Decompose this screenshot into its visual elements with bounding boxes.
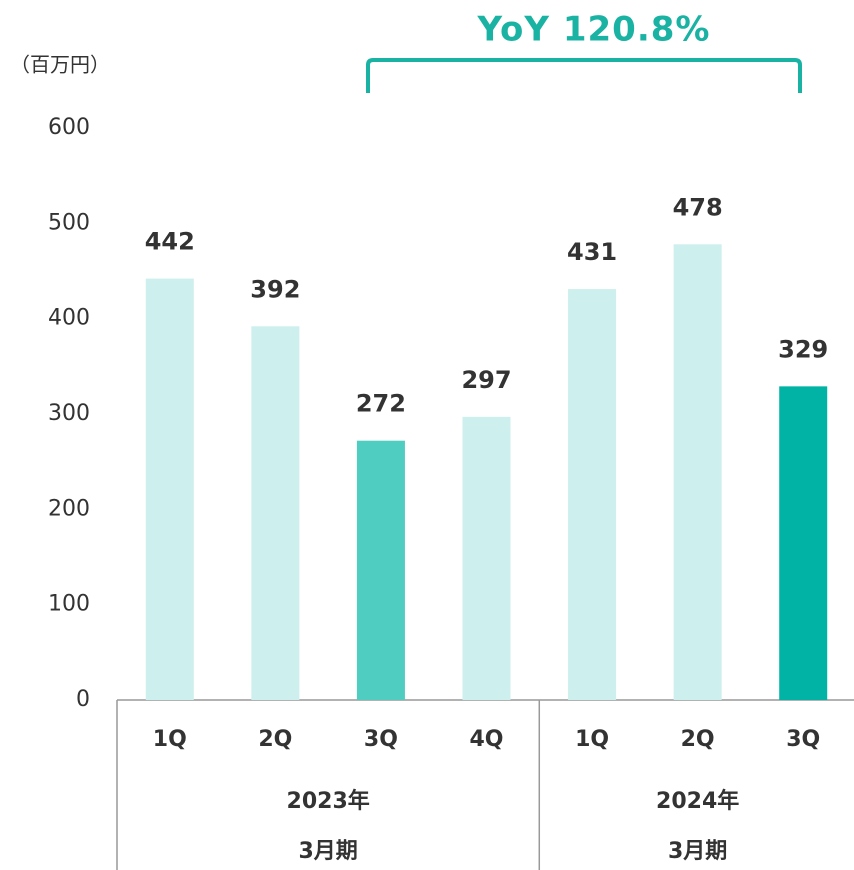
value-label: 272 <box>356 390 406 418</box>
x-tick-label: 3Q <box>786 727 820 752</box>
bar <box>145 278 194 700</box>
y-tick-label: 300 <box>48 401 90 426</box>
group-label: 2023年 <box>287 788 370 814</box>
group-label: 3月期 <box>668 839 727 864</box>
value-label: 392 <box>250 275 300 303</box>
value-label: 329 <box>778 335 828 363</box>
bracket <box>366 58 802 93</box>
yoy-annotation: YoY 120.8% <box>477 10 711 50</box>
y-tick-label: 200 <box>48 496 90 521</box>
value-label: 442 <box>145 228 195 256</box>
y-tick-label: 100 <box>48 592 90 617</box>
x-tick-label: 1Q <box>575 727 609 752</box>
group-label: 2024年 <box>656 788 739 814</box>
value-label: 431 <box>567 238 617 266</box>
bar <box>462 416 511 700</box>
bar <box>779 386 828 700</box>
bar <box>356 440 405 700</box>
y-tick-label: 0 <box>76 687 90 712</box>
bar <box>568 289 617 700</box>
y-tick-label: 600 <box>48 115 90 140</box>
y-tick-label: 500 <box>48 210 90 235</box>
bar <box>251 326 300 700</box>
x-tick-label: 2Q <box>258 727 292 752</box>
value-label: 297 <box>461 366 511 394</box>
x-tick-label: 1Q <box>153 727 187 752</box>
x-tick-label: 3Q <box>364 727 398 752</box>
x-tick-label: 2Q <box>681 727 715 752</box>
bar <box>673 244 722 700</box>
group-label: 3月期 <box>298 839 357 864</box>
value-label: 478 <box>673 193 723 221</box>
x-tick-label: 4Q <box>469 727 503 752</box>
y-tick-label: 400 <box>48 306 90 331</box>
unit-label: （百万円） <box>10 53 110 77</box>
